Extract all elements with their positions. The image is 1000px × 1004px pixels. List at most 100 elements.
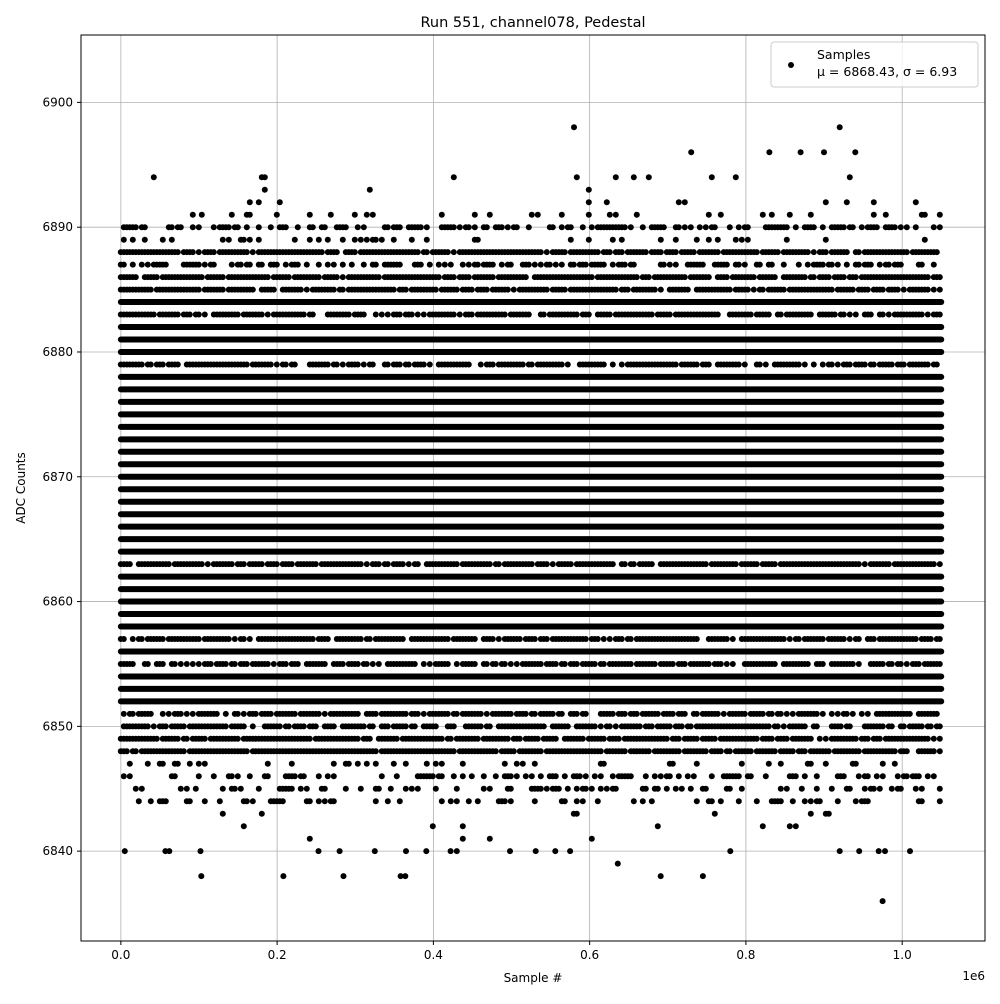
data-point [585,236,592,243]
data-point [384,361,391,368]
data-point [900,723,907,730]
data-point [447,798,454,805]
data-point [852,760,859,767]
data-point [510,286,517,293]
data-point [121,848,128,855]
data-point [285,274,292,281]
data-point [459,773,466,780]
data-point [174,249,181,256]
data-point [603,199,610,206]
data-point [384,224,391,231]
data-point [819,636,826,642]
data-point [390,286,397,293]
data-point [621,261,628,268]
data-point [507,710,514,717]
data-point [537,249,544,256]
data-point [768,211,775,218]
data-point [471,211,478,218]
data-point [291,710,298,717]
data-point [498,261,505,268]
data-point [582,710,589,717]
data-point [768,735,775,742]
data-point [672,261,679,268]
data-point [123,748,130,755]
data-point [711,735,718,742]
data-point [420,661,427,667]
data-point [474,798,481,805]
data-point [528,211,535,218]
data-point [255,224,262,231]
data-point [612,723,619,730]
data-point [219,810,226,817]
data-point [120,710,127,717]
data-point [573,710,580,717]
data-point [797,149,804,156]
data-point [693,361,700,368]
data-point [126,773,133,780]
data-point [936,785,943,792]
data-point [573,661,580,667]
data-point [741,710,748,717]
data-point [195,261,202,268]
data-point [870,211,877,218]
data-point [405,561,412,568]
data-point [120,261,127,268]
data-point [267,710,274,717]
data-point [195,224,202,231]
data-point [393,773,400,780]
data-point [198,274,205,281]
x-tick-label: 0.4 [424,948,443,962]
data-point [846,311,853,318]
data-point [237,261,244,268]
data-point [816,798,823,805]
data-point [573,785,580,792]
data-point [690,773,697,780]
data-point [639,224,646,231]
data-point [633,211,640,218]
data-point [288,561,295,568]
data-point [240,823,247,830]
data-point [495,561,502,568]
data-point [396,311,403,318]
data-point [624,286,631,293]
data-point [201,311,208,318]
data-point [132,224,139,231]
data-point [501,798,508,805]
data-point [687,224,694,231]
data-point [171,661,178,667]
data-point [222,710,229,717]
data-point [321,785,328,792]
data-point [564,361,571,368]
data-point [552,261,559,268]
data-point [357,785,364,792]
y-tick-label: 6840 [42,844,73,858]
data-point [639,798,646,805]
data-point [438,760,445,767]
data-point [879,661,886,667]
data-point [507,785,514,792]
data-point [345,760,352,767]
data-point [630,798,637,805]
data-point [888,661,895,667]
data-point [561,249,568,256]
data-point [768,710,775,717]
data-point [414,249,421,256]
data-point [195,249,202,256]
data-point [291,236,298,243]
data-point [252,710,259,717]
data-point [147,710,154,717]
data-point [681,661,688,667]
data-point [936,636,943,642]
data-point [657,236,664,243]
data-point [894,773,901,780]
data-point [258,561,265,568]
data-point [372,760,379,767]
data-point [282,661,289,667]
data-point [687,723,694,730]
data-point [324,773,331,780]
data-point [144,760,151,767]
data-point [864,798,871,805]
data-point [240,723,247,730]
data-point [165,561,172,568]
data-point [330,760,337,767]
